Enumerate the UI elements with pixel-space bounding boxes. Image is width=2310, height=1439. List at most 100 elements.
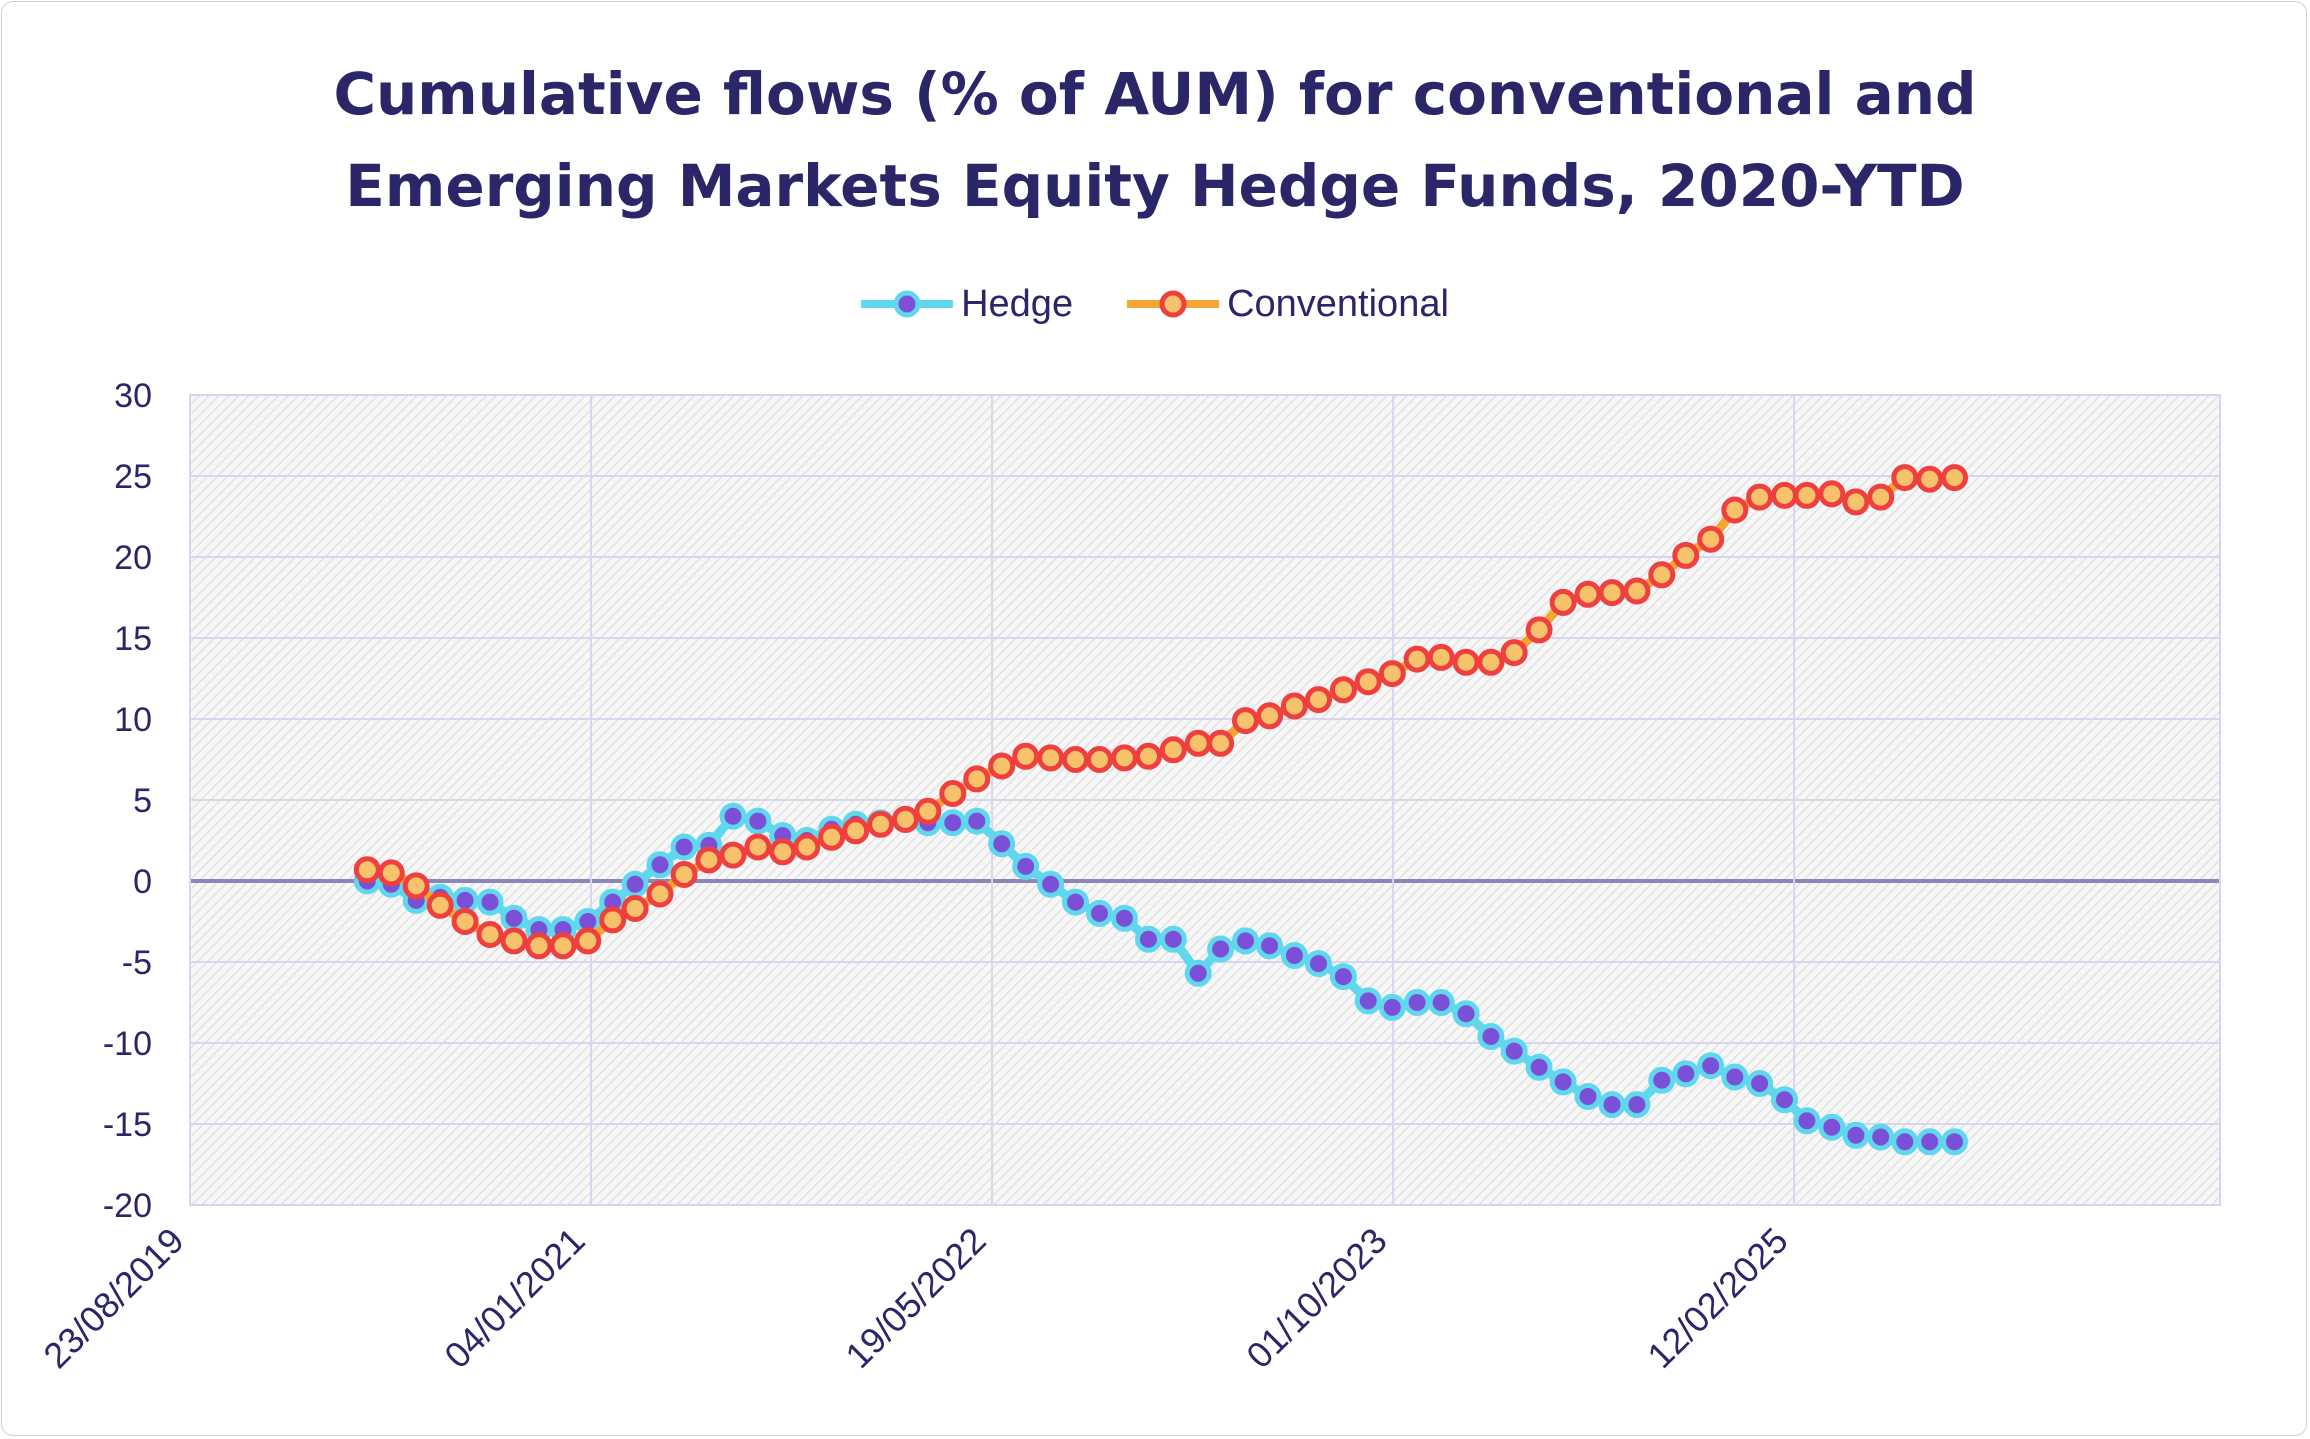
data-point-hedge (1280, 942, 1308, 969)
data-point-conventional (1207, 729, 1235, 757)
legend-label-conventional: Conventional (1227, 282, 1449, 325)
data-point-hedge (1062, 888, 1089, 916)
data-point-conventional (1135, 742, 1162, 770)
data-point-conventional (476, 921, 504, 948)
data-point-hedge (1818, 1113, 1846, 1141)
y-tick-label: 25 (114, 458, 152, 496)
data-point-conventional (719, 841, 747, 869)
legend-symbol-hedge (861, 290, 954, 318)
y-tick-label: 15 (114, 620, 152, 658)
data-point-hedge (1842, 1121, 1870, 1149)
data-point-hedge (1771, 1086, 1798, 1114)
data-point-hedge (1184, 959, 1212, 987)
data-point-conventional (1721, 496, 1749, 524)
data-point-conventional (1378, 660, 1406, 688)
data-point-hedge (621, 870, 649, 898)
data-point-conventional (867, 810, 895, 838)
data-point-hedge (1378, 993, 1406, 1021)
data-point-conventional (1086, 746, 1113, 773)
data-point-conventional (1771, 481, 1798, 509)
data-point-hedge (1746, 1070, 1774, 1097)
data-point-conventional (574, 927, 602, 955)
data-point-hedge (988, 830, 1016, 858)
data-point-hedge (1672, 1060, 1700, 1088)
data-point-conventional (646, 880, 674, 908)
data-point-conventional (963, 765, 991, 793)
data-point-conventional (1574, 580, 1602, 608)
data-point-hedge (1598, 1091, 1626, 1119)
legend-item-conventional: Conventional (1127, 283, 1449, 326)
data-point-conventional (377, 859, 405, 887)
y-axis: 30 25 20 15 10 5 0 -5 -10 -15 -20 (103, 377, 152, 1225)
y-tick-label: 0 (133, 863, 152, 901)
data-point-conventional (769, 838, 797, 866)
data-point-conventional (1403, 645, 1431, 673)
data-point-hedge (1867, 1123, 1895, 1151)
data-point-conventional (670, 861, 698, 888)
data-point-conventional (451, 908, 479, 935)
data-point-conventional (744, 833, 772, 861)
y-tick-label: -5 (122, 944, 152, 982)
data-point-hedge (719, 802, 747, 830)
plot-border (189, 394, 2221, 1206)
x-tick-label: 23/08/2019 (35, 1220, 191, 1376)
data-point-hedge (1232, 927, 1259, 955)
data-point-conventional (1110, 744, 1138, 772)
x-axis: 23/08/2019 04/01/2021 19/05/2022 01/10/2023… (35, 1220, 1796, 1376)
data-point-conventional (1941, 464, 1968, 492)
data-point-hedge (1697, 1052, 1725, 1080)
y-tick-label: 30 (114, 377, 152, 415)
data-point-hedge (1305, 950, 1332, 978)
data-point-conventional (1867, 483, 1895, 511)
data-point-conventional (695, 846, 723, 874)
data-point-conventional (1549, 588, 1577, 616)
data-point-conventional (353, 856, 381, 884)
data-point-hedge (1500, 1037, 1528, 1065)
data-point-conventional (1329, 676, 1357, 704)
data-point-hedge (1891, 1128, 1919, 1156)
data-point-hedge (1549, 1068, 1577, 1096)
data-point-hedge (1037, 870, 1065, 898)
data-point-conventional (549, 932, 577, 960)
data-point-hedge (1427, 989, 1455, 1016)
data-point-hedge (1207, 935, 1235, 963)
data-point-conventional (891, 805, 919, 833)
data-point-conventional (1525, 616, 1553, 644)
chart-title-line-1: Cumulative flows (% of AUM) for conventi… (333, 60, 1977, 128)
data-point-conventional (1354, 668, 1382, 696)
data-point-conventional (793, 833, 821, 861)
series-conventional (353, 464, 1968, 960)
data-point-conventional (1452, 648, 1480, 676)
x-tick-label: 19/05/2022 (837, 1220, 993, 1376)
y-tick-label: 20 (114, 539, 152, 577)
data-point-hedge (1916, 1128, 1944, 1156)
data-point-conventional (1500, 639, 1528, 667)
data-point-hedge (1403, 989, 1431, 1016)
y-tick-label: -10 (103, 1025, 152, 1063)
legend-symbol-conventional (1127, 290, 1220, 318)
data-point-conventional (1891, 464, 1919, 492)
data-point-conventional (1256, 702, 1284, 730)
data-point-conventional (402, 872, 430, 900)
y-tick-label: 10 (114, 701, 152, 739)
data-point-hedge (1648, 1066, 1676, 1094)
data-point-conventional (1477, 648, 1505, 676)
data-point-hedge (1525, 1053, 1553, 1081)
data-point-conventional (426, 891, 454, 919)
chart-title: Cumulative flows (% of AUM) for conventi… (0, 48, 2310, 232)
data-point-hedge (963, 807, 991, 835)
data-point-conventional (1280, 692, 1308, 720)
y-tick-label: -20 (103, 1187, 152, 1225)
chart-title-line-2: Emerging Markets Equity Hedge Funds, 202… (345, 152, 1965, 220)
data-point-conventional (1232, 707, 1259, 735)
legend-label-hedge: Hedge (961, 282, 1074, 325)
data-point-conventional (1037, 744, 1065, 772)
data-point-conventional (1305, 686, 1332, 714)
data-point-conventional (1598, 579, 1626, 607)
series-layer (353, 464, 1968, 1156)
legend-item-hedge: Hedge (861, 283, 1073, 326)
data-point-conventional (1818, 480, 1846, 508)
data-point-hedge (1086, 899, 1113, 927)
data-point-hedge (1354, 987, 1382, 1015)
